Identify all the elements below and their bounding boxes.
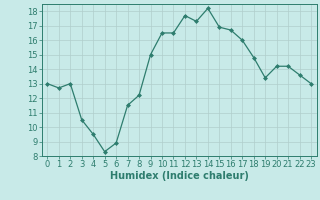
X-axis label: Humidex (Indice chaleur): Humidex (Indice chaleur) [110,171,249,181]
